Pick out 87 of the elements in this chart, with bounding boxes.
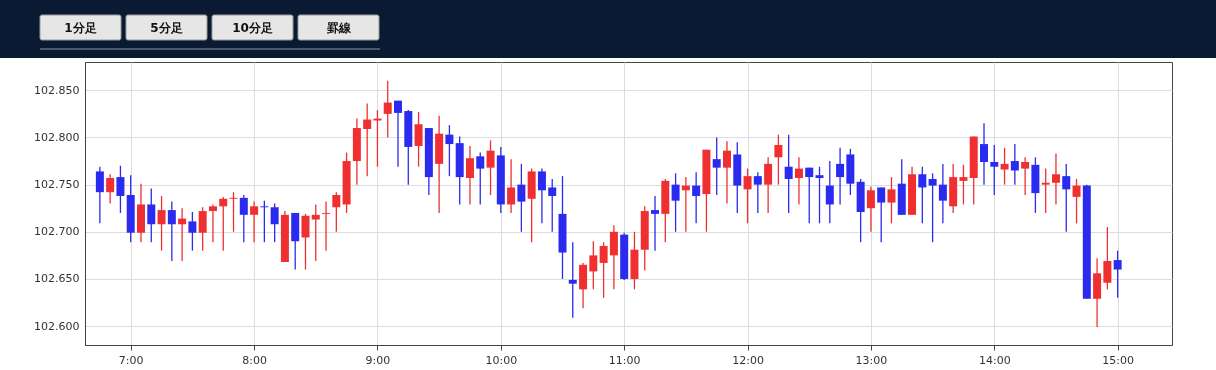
candlestick [599, 241, 608, 299]
candlestick [106, 173, 115, 205]
candlestick [394, 100, 403, 168]
y-tick-label: 102.600 [34, 319, 80, 333]
candlestick [743, 167, 752, 224]
candlestick [322, 200, 331, 252]
candlestick [1103, 226, 1112, 290]
candlestick [229, 191, 238, 233]
candlestick [1041, 167, 1050, 214]
candlestick [825, 160, 834, 224]
candlestick [1000, 147, 1009, 186]
candlestick [764, 156, 773, 214]
candlestick [815, 166, 824, 224]
candlestick [363, 102, 372, 177]
candlestick [938, 163, 947, 224]
candlestick [270, 202, 279, 243]
text: 5分足 [150, 21, 183, 35]
candlestick [239, 194, 248, 243]
candlestick [476, 151, 485, 206]
x-tick-label: 9:00 [365, 353, 391, 367]
candlestick [465, 145, 474, 206]
candlestick [712, 136, 721, 196]
candlestick [517, 163, 526, 233]
x-tick-label: 12:00 [732, 353, 764, 367]
candlestick [753, 171, 762, 214]
candlestick [219, 196, 228, 252]
x-tick-label: 13:00 [855, 353, 888, 367]
x-tick-label: 14:00 [978, 353, 1011, 367]
candlestick [537, 167, 546, 224]
candlestick [507, 158, 516, 214]
candlestick [671, 172, 680, 233]
candlestick [486, 139, 495, 196]
candlestick [980, 122, 989, 186]
candlestick [1072, 178, 1081, 224]
x-tick-label: 11:00 [608, 353, 641, 367]
x-tick-label: 15:00 [1102, 353, 1134, 367]
candlestick [445, 124, 454, 177]
candlestick [1113, 250, 1122, 299]
candlestick [692, 171, 701, 224]
y-tick-label: 102.850 [34, 83, 80, 97]
candlestick [836, 147, 845, 206]
candlestick [95, 166, 104, 224]
candlestick [877, 186, 886, 243]
candlestick [198, 206, 207, 252]
candlestick [928, 172, 937, 243]
candlestick [147, 187, 156, 243]
candlestick [887, 176, 896, 224]
candlestick [548, 178, 557, 233]
candlestick [1021, 156, 1030, 196]
candlestick [609, 224, 618, 290]
candlestick [383, 80, 392, 139]
candlestick [866, 185, 875, 233]
candlestick [157, 195, 166, 252]
candlestick [589, 240, 598, 290]
candlestick [805, 167, 814, 224]
candlestick [311, 203, 320, 262]
candlestick [784, 133, 793, 214]
candlestick [301, 213, 310, 271]
text: 1分足 [64, 21, 97, 35]
candlestick [414, 111, 423, 168]
candlestick [794, 156, 803, 206]
candlestick [260, 200, 269, 243]
candlestick [959, 164, 968, 206]
candlestick [250, 200, 259, 243]
y-tick-label: 102.650 [34, 272, 80, 286]
candlestick [188, 211, 197, 252]
candlestick [1010, 143, 1019, 186]
y-tick-label: 102.750 [34, 178, 80, 192]
candlestick [332, 191, 341, 233]
candlestick [918, 166, 927, 224]
candlestick [774, 133, 783, 186]
x-tick-label: 7:00 [118, 353, 144, 367]
text: 10分足 [232, 21, 273, 35]
x-tick-label: 8:00 [242, 353, 267, 367]
candlestick [1062, 163, 1071, 233]
y-tick-label: 102.800 [34, 130, 80, 144]
y-tick-label: 102.700 [34, 225, 80, 239]
candlestick [116, 165, 125, 214]
x-tick-label: 10:00 [485, 353, 518, 367]
text: 罫線 [325, 21, 352, 35]
candlestick [651, 195, 660, 252]
candlestick [568, 241, 577, 319]
candlestick [1051, 152, 1060, 206]
candlestick [208, 203, 217, 243]
candlestick [722, 140, 731, 205]
candlestick [167, 200, 176, 262]
candlestick [990, 144, 999, 196]
